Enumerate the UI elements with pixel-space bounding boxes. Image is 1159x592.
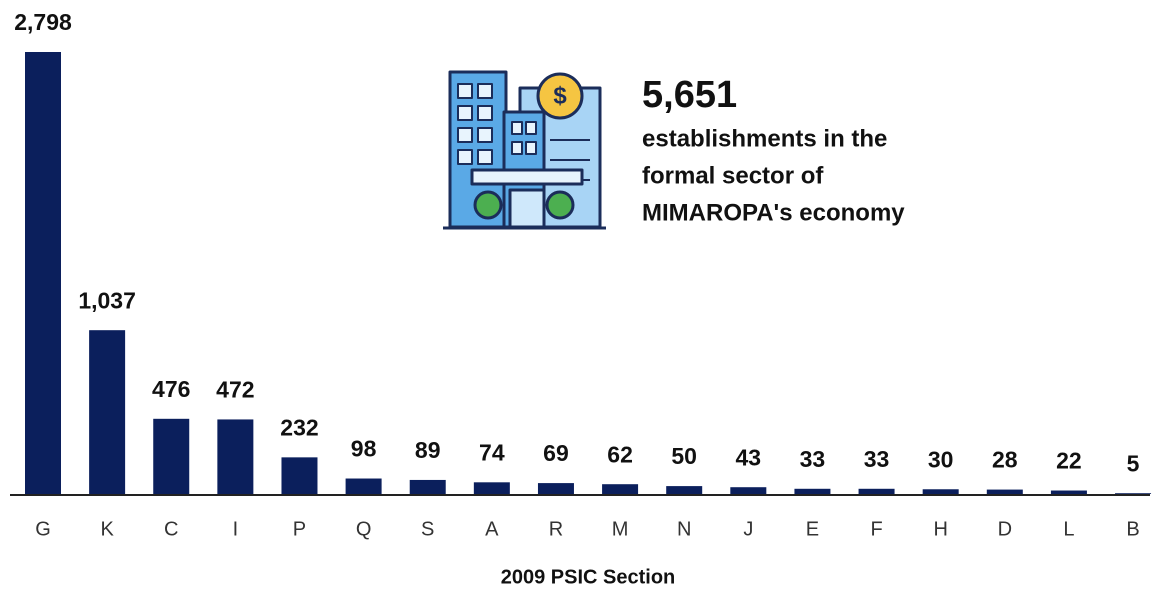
annotation-headline: 5,651	[642, 74, 737, 116]
bar	[89, 330, 126, 494]
value-label: 89	[415, 437, 441, 463]
x-tick-label: H	[933, 518, 947, 540]
bar	[537, 483, 574, 494]
value-label: 62	[607, 441, 633, 467]
x-tick-label: L	[1063, 518, 1074, 540]
x-tick-label: G	[35, 518, 51, 540]
bar	[730, 487, 767, 494]
x-tick-label: C	[164, 518, 178, 540]
annotation-line: establishments in the	[642, 125, 887, 152]
value-label: 2,798	[14, 9, 72, 35]
building-icon: $	[443, 70, 606, 230]
annotation-line: formal sector of	[642, 162, 824, 189]
value-label: 33	[864, 446, 890, 472]
bar	[473, 482, 510, 494]
value-label: 5	[1127, 450, 1140, 476]
bar	[25, 52, 61, 494]
value-label: 69	[543, 440, 569, 466]
value-label: 232	[280, 414, 318, 440]
x-tick-label: A	[485, 518, 499, 540]
x-tick-label: P	[293, 518, 306, 540]
bar	[794, 488, 831, 494]
bar	[409, 479, 446, 494]
value-label: 476	[152, 376, 190, 402]
bar	[666, 486, 703, 494]
value-label: 98	[351, 436, 377, 462]
x-tick-label: J	[743, 518, 753, 540]
x-tick-label: B	[1126, 518, 1139, 540]
value-label: 22	[1056, 448, 1082, 474]
value-label: 50	[671, 443, 697, 469]
value-label: 28	[992, 447, 1018, 473]
value-label: 472	[216, 377, 254, 403]
x-tick-label: I	[233, 518, 239, 540]
x-tick-label: K	[100, 518, 114, 540]
value-label: 43	[736, 444, 762, 470]
value-label: 33	[800, 446, 826, 472]
x-tick-label: D	[998, 518, 1012, 540]
svg-text:$: $	[553, 82, 567, 109]
x-axis-title: 2009 PSIC Section	[501, 566, 676, 588]
value-label: 30	[928, 446, 954, 472]
value-label: 74	[479, 439, 505, 465]
x-tick-label: N	[677, 518, 691, 540]
x-tick-label: E	[806, 518, 819, 540]
bar	[602, 484, 639, 494]
bar	[1050, 490, 1087, 494]
x-tick-label: S	[421, 518, 434, 540]
bar	[922, 489, 959, 494]
x-tick-label: R	[549, 518, 563, 540]
bar	[1115, 493, 1152, 494]
x-tick-label: M	[612, 518, 629, 540]
bar	[217, 419, 254, 494]
x-tick-label: F	[870, 518, 882, 540]
bar	[986, 489, 1023, 494]
bar	[153, 418, 190, 494]
annotation-line: MIMAROPA's economy	[642, 199, 905, 226]
bar	[858, 488, 895, 494]
value-label: 1,037	[78, 287, 136, 313]
x-tick-label: Q	[356, 518, 372, 540]
bar	[281, 457, 318, 494]
bar	[345, 478, 382, 494]
